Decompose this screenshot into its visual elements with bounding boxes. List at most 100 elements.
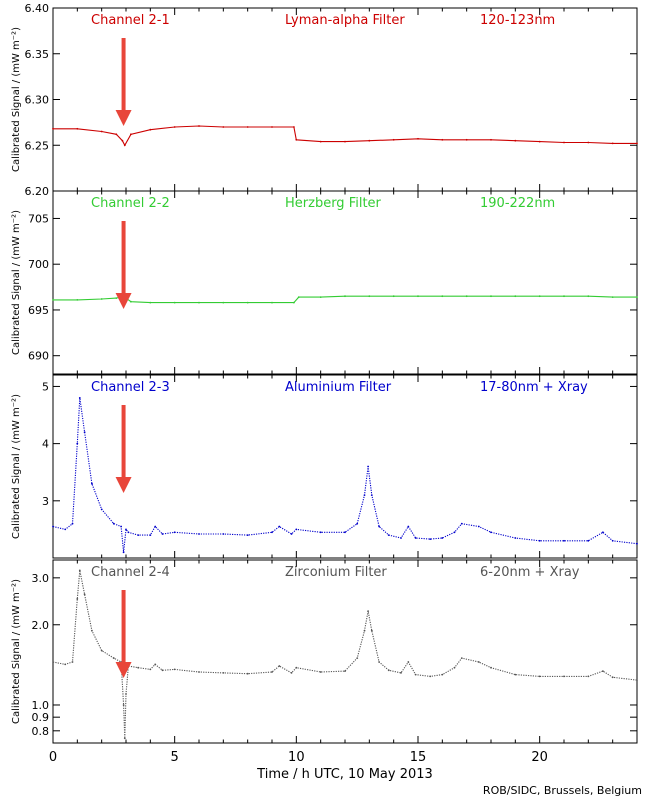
- data-point: [392, 295, 395, 298]
- data-point: [387, 534, 390, 536]
- data-point: [441, 138, 444, 141]
- data-point: [563, 141, 565, 144]
- data-point: [538, 539, 541, 542]
- data-point: [319, 671, 322, 673]
- data-point: [71, 661, 74, 663]
- y-tick-label: 705: [28, 212, 49, 225]
- data-point: [400, 537, 402, 539]
- data-point: [465, 295, 468, 298]
- data-point: [587, 675, 590, 678]
- data-point: [378, 525, 380, 528]
- data-point: [271, 301, 273, 304]
- channel-label: Channel 2-3: [91, 380, 170, 395]
- data-point: [149, 128, 152, 131]
- data-point: [344, 295, 346, 298]
- data-point: [100, 130, 103, 133]
- data-point: [429, 675, 432, 678]
- y-tick-label: 690: [28, 350, 49, 363]
- data-point: [222, 672, 225, 674]
- data-point: [137, 666, 140, 669]
- data-point: [293, 126, 295, 128]
- x-tick-label: 20: [531, 750, 548, 765]
- data-point: [52, 525, 54, 528]
- data-point: [611, 539, 614, 542]
- data-point: [407, 661, 410, 663]
- data-point: [64, 663, 67, 666]
- data-point: [378, 661, 380, 663]
- data-point: [161, 533, 164, 535]
- data-point: [465, 138, 468, 141]
- data-point: [477, 661, 480, 663]
- data-point: [198, 301, 200, 304]
- data-point: [417, 137, 419, 140]
- data-point: [130, 300, 132, 303]
- y-tick-label: 4: [42, 438, 49, 451]
- band-label: 120-123nm: [480, 13, 555, 28]
- y-tick-label: 6.25: [25, 139, 50, 152]
- y-tick-label: 700: [28, 258, 49, 271]
- data-point: [441, 537, 444, 539]
- data-point: [295, 138, 298, 141]
- event-arrowhead: [115, 477, 132, 493]
- data-point: [414, 537, 417, 539]
- band-label: 190-222nm: [480, 196, 555, 211]
- data-point: [91, 482, 93, 485]
- data-point: [100, 298, 103, 300]
- credit-label: ROB/SIDC, Brussels, Belgium: [483, 784, 642, 797]
- data-point: [91, 629, 93, 632]
- data-point: [173, 668, 176, 671]
- data-point: [122, 551, 125, 554]
- data-point: [112, 522, 115, 525]
- data-point: [344, 140, 346, 143]
- panel-3: 3 4 5 Calibrated Signal / (mW m⁻²) Channel 2…: [11, 374, 638, 559]
- data-point: [198, 671, 200, 673]
- data-point: [76, 442, 79, 445]
- data-point: [198, 125, 200, 127]
- band-label: 17-80nm + Xray: [480, 380, 588, 395]
- data-point: [356, 657, 359, 659]
- data-point: [587, 539, 590, 542]
- data-point: [429, 538, 432, 540]
- data-point: [490, 138, 492, 141]
- data-point: [636, 296, 638, 298]
- data-point: [123, 144, 126, 147]
- data-point: [387, 669, 390, 672]
- data-point: [477, 525, 480, 528]
- x-tick-label: 10: [288, 750, 305, 765]
- data-point: [173, 301, 176, 304]
- data-point: [100, 508, 103, 511]
- data-point: [490, 295, 492, 298]
- data-point: [100, 649, 103, 652]
- data-point: [222, 301, 225, 304]
- data-point: [271, 126, 273, 128]
- data-point: [161, 669, 164, 672]
- data-point: [602, 670, 604, 672]
- event-arrowhead: [115, 293, 132, 309]
- data-point: [246, 301, 249, 304]
- data-point: [441, 295, 444, 298]
- data-point: [319, 531, 322, 534]
- y-tick-label: 6.20: [25, 185, 50, 198]
- data-point: [460, 522, 463, 525]
- data-point: [121, 139, 124, 142]
- panel-frame: [52, 559, 638, 744]
- data-point: [246, 534, 249, 536]
- y-axis-label: Calibrated Signal / (mW m⁻²): [11, 27, 22, 172]
- panel-frame: [52, 190, 638, 375]
- data-point: [490, 531, 492, 534]
- data-point: [370, 494, 373, 496]
- data-point: [514, 139, 517, 142]
- data-point: [52, 127, 54, 130]
- data-point: [246, 672, 249, 675]
- data-point: [271, 531, 273, 534]
- data-point: [636, 542, 638, 545]
- data-point: [538, 675, 541, 678]
- data-point: [514, 295, 517, 298]
- data-point: [173, 126, 176, 128]
- data-point: [563, 539, 565, 542]
- panel-frame: [52, 374, 638, 559]
- filter-label: Aluminium Filter: [285, 380, 392, 395]
- data-point: [120, 525, 122, 528]
- data-point: [173, 531, 176, 534]
- data-point: [538, 140, 541, 143]
